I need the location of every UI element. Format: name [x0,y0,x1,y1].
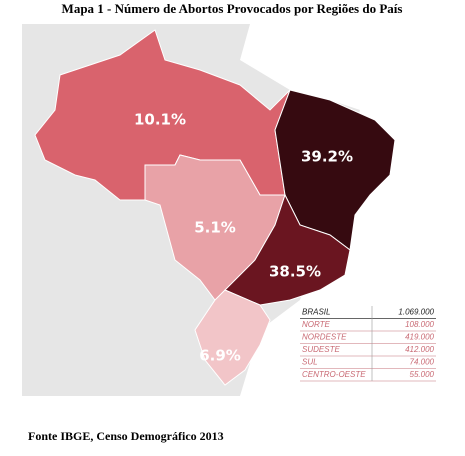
table-cell: SUDESTE [302,345,340,354]
region-sudeste [224,193,351,306]
region-label: 6.9% [199,347,241,365]
region-label: 10.1% [134,111,186,129]
table-cell: NORTE [302,320,331,329]
table-cell: 55.000 [410,370,435,379]
map: 10.1% 39.2% 5.1% 38.5% 6.9% [22,24,442,396]
region-label: 38.5% [269,263,321,281]
region-label: 5.1% [194,219,236,237]
title: Mapa 1 - Número de Abortos Provocados po… [62,1,403,16]
table-cell: SUL [302,357,318,366]
table-cell: BRASIL [302,307,330,316]
table-cell: 419.000 [405,332,434,341]
table-cell: NORDESTE [302,332,347,341]
source: Fonte IBGE, Censo Demográfico 2013 [28,429,224,443]
region-sul [194,289,271,386]
table-cell: CENTRO-OESTE [302,370,366,379]
table-cell: 1.069.000 [398,307,434,316]
data-table: BRASIL 1.069.000 NORTE 108.000 NORDESTE 419.0… [300,306,436,382]
table-cell: 74.000 [410,357,435,366]
table-cell: 412.000 [405,345,434,354]
table-cell: 108.000 [405,320,434,329]
region-label: 39.2% [301,148,353,166]
